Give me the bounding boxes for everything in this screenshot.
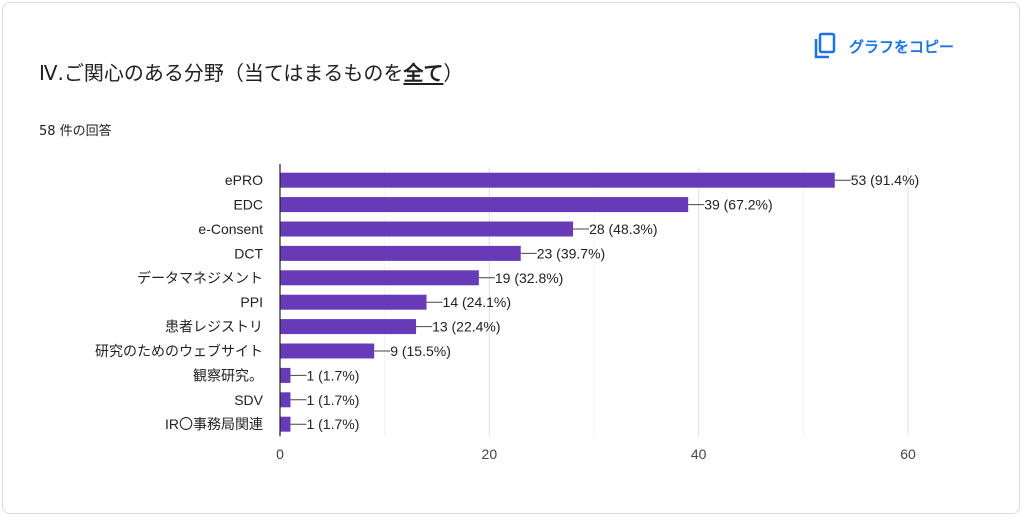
copy-icon: [813, 32, 837, 60]
data-label: 39 (67.2%): [704, 197, 772, 213]
x-tick-label: 0: [276, 446, 284, 462]
bar: [280, 197, 689, 213]
data-label: 13 (22.4%): [432, 319, 500, 335]
title-text: Ⅳ.ご関心のある分野（当てはまるものを: [39, 61, 404, 85]
bar: [280, 367, 291, 383]
data-label: 9 (15.5%): [390, 343, 451, 359]
category-label: 患者レジストリ: [165, 319, 263, 335]
data-label: 28 (48.3%): [589, 221, 657, 237]
category-label: 研究のためのウェブサイト: [95, 343, 263, 359]
bar: [280, 416, 291, 432]
copy-chart-button[interactable]: グラフをコピー: [813, 31, 954, 61]
category-label: e-Consent: [198, 221, 263, 237]
data-label: 14 (24.1%): [443, 294, 511, 310]
data-label: 1 (1.7%): [306, 367, 359, 383]
category-label: SDV: [234, 392, 263, 408]
x-tick-label: 60: [900, 446, 916, 462]
title-suffix: ）: [443, 61, 464, 85]
category-label: EDC: [233, 197, 263, 213]
category-label: ePRO: [225, 172, 263, 188]
category-label: PPI: [240, 294, 263, 310]
response-count: 58 件の回答: [39, 124, 112, 139]
bar: [280, 343, 375, 359]
question-title: Ⅳ.ご関心のある分野（当てはまるものを全て）: [39, 57, 463, 86]
category-label: IR〇事務局関連: [165, 416, 263, 432]
data-label: 19 (32.8%): [495, 270, 563, 286]
bar: [280, 245, 521, 261]
bar: [280, 172, 835, 188]
x-tick-label: 20: [482, 446, 498, 462]
data-label: 23 (39.7%): [537, 245, 605, 261]
title-emphasis: 全て: [403, 61, 444, 85]
copy-chart-label: グラフをコピー: [849, 37, 955, 56]
data-label: 1 (1.7%): [306, 392, 359, 408]
category-label: データマネジメント: [137, 270, 263, 286]
data-label: 1 (1.7%): [306, 416, 359, 432]
bar: [280, 221, 574, 237]
category-label: DCT: [234, 245, 263, 261]
bar: [280, 319, 417, 335]
data-label: 53 (91.4%): [851, 172, 919, 188]
category-label: 観察研究。: [193, 367, 263, 383]
bar: [280, 294, 427, 310]
bar: [280, 392, 291, 408]
bar: [280, 270, 479, 286]
x-tick-label: 40: [691, 446, 707, 462]
